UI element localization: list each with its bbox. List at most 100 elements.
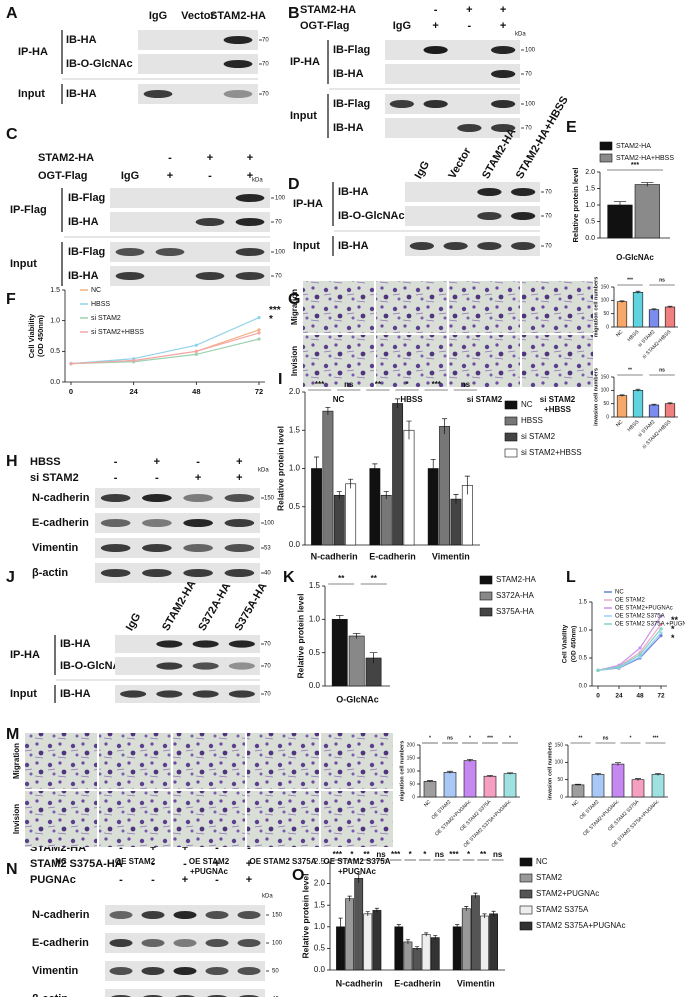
blot-band (490, 46, 516, 54)
treatment-sign: - (215, 874, 219, 886)
blot-band (100, 494, 131, 502)
legend-swatch (519, 921, 533, 931)
panel-letter: J (6, 569, 15, 586)
error-bar (338, 917, 343, 936)
bar (648, 309, 660, 328)
legend-swatch (519, 873, 533, 883)
lane-header: S372A-HA (196, 581, 233, 633)
y-axis-label: Cell Viability (27, 313, 36, 358)
micrograph (449, 281, 520, 333)
mw-unit: kDa (258, 468, 269, 474)
treatment-label: si STAM2 (30, 472, 79, 484)
treatment-sign: - (114, 472, 118, 484)
error-bar (667, 305, 673, 308)
blot-band (223, 36, 253, 44)
error-bar (455, 924, 460, 929)
y-tick-label: 0 (412, 794, 415, 800)
significance: * (423, 850, 427, 859)
mw-label: 70 (275, 220, 282, 226)
point (257, 328, 261, 332)
significance: *** (315, 380, 325, 389)
x-tick-label: E-cadherin (369, 551, 416, 561)
significance: *** (653, 735, 659, 741)
y-tick-label: 0 (560, 794, 563, 800)
blot-strip (385, 64, 520, 84)
mw-label: 100 (275, 250, 286, 256)
bar (489, 913, 498, 971)
bar (403, 941, 413, 971)
bar (503, 773, 517, 798)
y-tick-label: 150 (601, 284, 610, 290)
y-tick-label: 0.0 (309, 681, 321, 690)
legend-swatch (519, 905, 533, 915)
blot-strip (105, 989, 265, 997)
error-bar (635, 778, 641, 781)
legend-swatch (504, 400, 518, 410)
error-bar (335, 614, 344, 624)
treatment-sign: + (236, 456, 242, 468)
blot-band (156, 690, 183, 698)
bar (348, 635, 365, 687)
treatment-sign: + (247, 152, 253, 164)
blot-strip (95, 513, 260, 533)
blot-band (224, 494, 255, 502)
legend-label: si STAM2 (521, 432, 556, 441)
treatment-sign: + (246, 874, 252, 886)
treatment-sign: - (114, 456, 118, 468)
y-tick-label: 0.5 (289, 502, 301, 511)
point (257, 337, 261, 341)
micrograph (522, 335, 593, 387)
panel-letter: A (6, 5, 18, 22)
y-tick-label: 0.0 (579, 684, 588, 690)
significance: *** (627, 277, 633, 283)
blot-band (205, 939, 229, 947)
y-tick-label: 0.0 (50, 379, 60, 386)
panel-letter: I (278, 371, 282, 388)
error-bar (356, 873, 361, 883)
error-bar (667, 402, 673, 405)
error-bar (487, 775, 493, 777)
blot-group-label: Input (290, 110, 317, 122)
micrograph (25, 791, 97, 847)
blot-band (143, 90, 173, 98)
x-tick-label: Vimentin (457, 978, 495, 988)
blot-band (443, 242, 468, 250)
treatment-sign: + (154, 456, 160, 468)
x-tick-label: N-cadherin (336, 978, 383, 988)
treatment-sign: - (119, 874, 123, 886)
error-bar (414, 946, 420, 951)
bar (648, 404, 660, 418)
x-tick-label: NC (615, 329, 625, 339)
blot-band (183, 494, 213, 502)
row-label: Invision (12, 804, 21, 834)
x-tick-label: NC (571, 799, 581, 809)
legend-swatch (599, 153, 613, 163)
point (659, 627, 663, 631)
lane-header: Vector (446, 145, 474, 181)
bar (664, 306, 676, 328)
micrograph (247, 733, 319, 789)
legend-label: si STAM2+HBSS (521, 448, 582, 457)
column-label: HBSS (400, 395, 423, 404)
column-label: NC (333, 395, 345, 404)
y-axis-label: migration cell numbers (399, 741, 405, 802)
blot-band (205, 967, 229, 975)
blot-band (237, 939, 261, 947)
blot-strip (95, 563, 260, 583)
bar (412, 948, 422, 971)
blot-band (490, 124, 516, 132)
mw-label: 100 (525, 102, 536, 108)
treatment-sign: - (183, 858, 187, 870)
significance: * (350, 850, 354, 859)
mw-unit: kDa (515, 32, 526, 38)
significance: ** (338, 574, 345, 583)
bar (380, 494, 392, 546)
blot-row-label: E-cadherin (32, 517, 89, 529)
blot-row-label: IB-O-GlcNAc (338, 210, 405, 222)
error-bar (365, 911, 370, 916)
y-tick-label: 1.5 (579, 600, 588, 606)
bar (571, 784, 585, 798)
panel-letter: O (292, 867, 304, 884)
error-bar (491, 910, 496, 917)
treatment-sign: - (208, 170, 212, 182)
